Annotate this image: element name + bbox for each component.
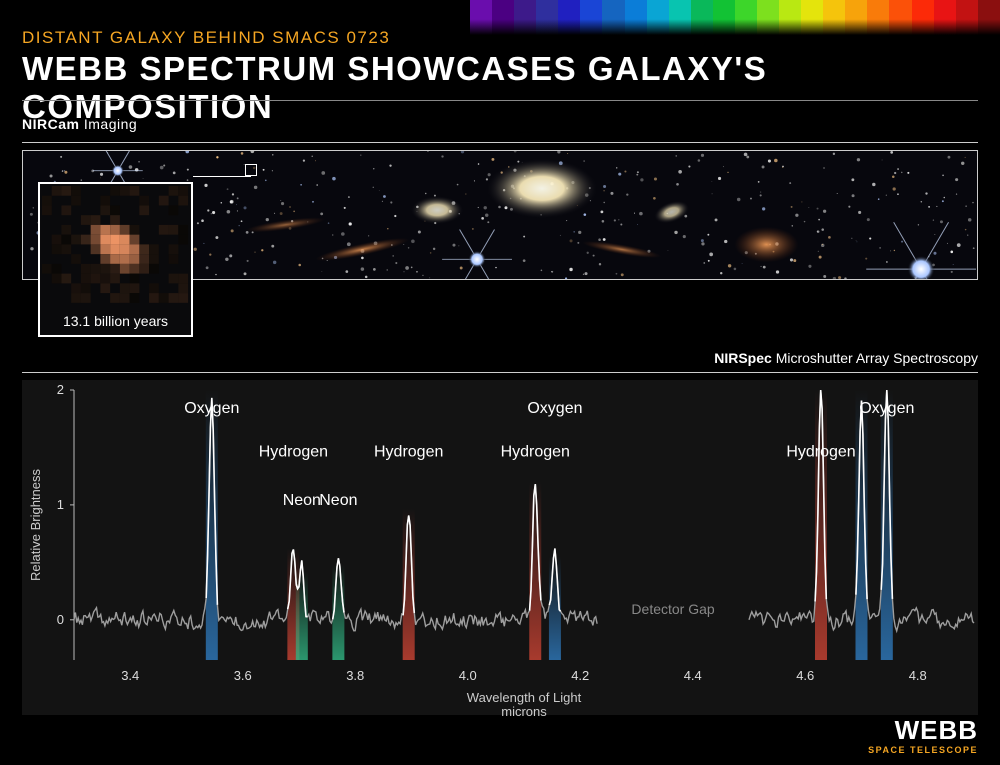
svg-text:Relative Brightness: Relative Brightness	[28, 469, 43, 581]
webb-logo-main: WEBB	[868, 717, 978, 743]
spectrum-chart: 0 1 2 Relative Brightness 3.4 3.6 3.8 4.0 4.2 4.4…	[22, 380, 978, 715]
svg-text:Detector Gap: Detector Gap	[631, 601, 714, 617]
svg-text:Oxygen: Oxygen	[859, 400, 914, 417]
svg-text:4.4: 4.4	[684, 668, 702, 683]
inset-target-box	[245, 164, 257, 176]
inset-connector	[193, 176, 251, 177]
webb-logo-sub: SPACE TELESCOPE	[868, 745, 978, 755]
svg-text:4.6: 4.6	[796, 668, 814, 683]
svg-text:3.4: 3.4	[121, 668, 139, 683]
svg-text:4.8: 4.8	[909, 668, 927, 683]
title-block: DISTANT GALAXY BEHIND SMACS 0723 WEBB SP…	[22, 28, 1000, 126]
svg-text:Wavelength of Light: Wavelength of Light	[467, 690, 582, 705]
inset-zoom: 13.1 billion years	[38, 182, 193, 337]
svg-text:Hydrogen: Hydrogen	[501, 444, 570, 461]
webb-logo: WEBB SPACE TELESCOPE	[868, 717, 978, 755]
svg-text:4.2: 4.2	[571, 668, 589, 683]
svg-text:Neon: Neon	[283, 492, 321, 509]
svg-text:microns: microns	[501, 704, 547, 719]
svg-text:3.8: 3.8	[346, 668, 364, 683]
svg-text:3.6: 3.6	[234, 668, 252, 683]
imaging-label-bold: NIRCam	[22, 116, 79, 132]
subtitle: DISTANT GALAXY BEHIND SMACS 0723	[22, 28, 1000, 48]
imaging-label-rest: Imaging	[84, 116, 137, 132]
svg-text:0: 0	[57, 612, 64, 627]
svg-text:2: 2	[57, 382, 64, 397]
svg-text:Oxygen: Oxygen	[184, 400, 239, 417]
imaging-label: NIRCam Imaging	[22, 116, 137, 132]
svg-text:Neon: Neon	[319, 492, 357, 509]
svg-text:Hydrogen: Hydrogen	[259, 444, 328, 461]
svg-text:4.0: 4.0	[459, 668, 477, 683]
spectroscopy-label: NIRSpec Microshutter Array Spectroscopy	[714, 350, 978, 366]
svg-text:Hydrogen: Hydrogen	[786, 444, 855, 461]
main-title: WEBB SPECTRUM SHOWCASES GALAXY'S COMPOSI…	[22, 50, 1000, 126]
svg-text:Oxygen: Oxygen	[527, 400, 582, 417]
spectroscopy-rule	[22, 372, 978, 373]
title-rule	[22, 100, 978, 101]
inset-caption: 13.1 billion years	[40, 313, 191, 329]
svg-text:1: 1	[57, 497, 64, 512]
spectroscopy-label-rest: Microshutter Array Spectroscopy	[776, 350, 978, 366]
imaging-rule	[22, 142, 978, 143]
spectroscopy-label-bold: NIRSpec	[714, 350, 772, 366]
svg-text:Hydrogen: Hydrogen	[374, 444, 443, 461]
